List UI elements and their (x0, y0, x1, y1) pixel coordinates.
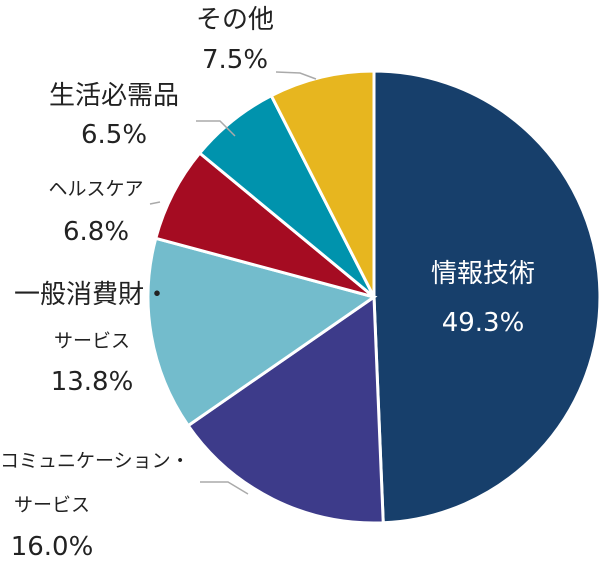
leader-lines (149, 71, 317, 495)
label-other: その他 7.5% (196, 5, 274, 75)
label-comm-value: 16.0% (11, 532, 94, 561)
label-comm-sub: サービス (14, 494, 90, 516)
slice-comm (186, 294, 385, 525)
label-it-value: 49.3% (442, 308, 525, 338)
slice-other (269, 69, 376, 298)
label-consumer-name: 一般消費財・ (14, 280, 170, 310)
slice-consumer (146, 236, 378, 428)
label-consumer: 一般消費財・ サービス 13.8% (14, 280, 170, 397)
label-other-name: その他 (196, 5, 274, 35)
label-consumer-sub: サービス (54, 330, 130, 352)
label-health-value: 6.8% (63, 217, 129, 247)
pie-slices (146, 69, 600, 525)
label-health-name: ヘルスケア (48, 178, 143, 200)
label-staples: 生活必需品 6.5% (49, 81, 179, 150)
label-health: ヘルスケア 6.8% (48, 178, 143, 247)
label-comm: コミュニケーション・ サービス 16.0% (0, 450, 190, 561)
leader-line-other (275, 71, 317, 80)
leader-line-staples (196, 120, 236, 137)
leader-line-comm (200, 481, 249, 495)
label-it-name: 情報技術 (431, 259, 535, 289)
label-comm-name: コミュニケーション・ (0, 450, 190, 472)
leader-line-health (149, 201, 161, 205)
label-it: 情報技術 49.3% (431, 259, 535, 338)
slice-it (372, 69, 600, 525)
label-other-value: 7.5% (202, 45, 268, 75)
label-consumer-value: 13.8% (51, 367, 134, 397)
label-staples-value: 6.5% (81, 120, 147, 150)
label-staples-name: 生活必需品 (49, 81, 179, 111)
